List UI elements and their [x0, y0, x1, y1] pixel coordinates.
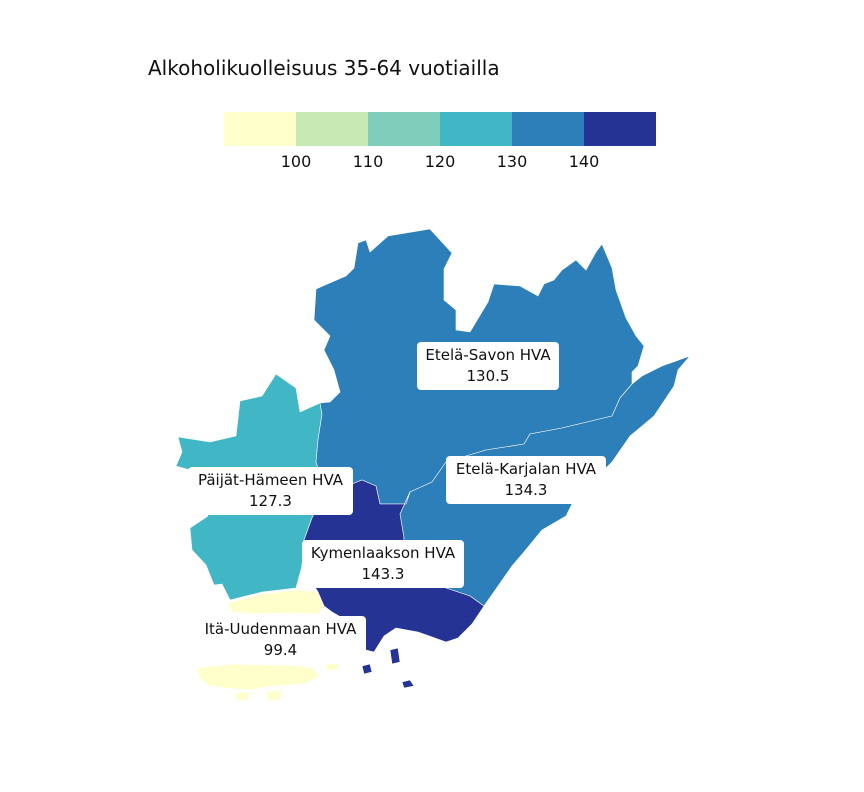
legend-tick: 100: [280, 152, 312, 171]
legend-tick: 140: [568, 152, 600, 171]
region-label-kymenlaakson: Kymenlaakson HVA 143.3: [302, 540, 464, 588]
region-value: 99.4: [263, 641, 298, 659]
legend-swatch-5: [512, 112, 584, 146]
map-title: Alkoholikuolleisuus 35-64 vuotiailla: [148, 56, 500, 80]
region-value: 143.3: [361, 565, 405, 583]
region-name: Itä-Uudenmaan HVA: [204, 620, 357, 638]
region-value: 130.5: [466, 367, 510, 385]
legend-swatch-6: [584, 112, 656, 146]
legend-swatch-2: [296, 112, 368, 146]
region-name: Päijät-Hämeen HVA: [197, 471, 344, 489]
region-name: Etelä-Karjalan HVA: [455, 460, 597, 478]
legend-swatch-3: [368, 112, 440, 146]
region-label-ita-uudenmaan: Itä-Uudenmaan HVA 99.4: [195, 616, 366, 664]
legend-tick: 120: [424, 152, 456, 171]
legend-tick: 110: [352, 152, 384, 171]
region-label-etela-savon: Etelä-Savon HVA 130.5: [417, 342, 559, 390]
region-ita-uudenmaan[interactable]: [196, 589, 339, 701]
region-value: 127.3: [249, 492, 292, 510]
region-label-etela-karjalan: Etelä-Karjalan HVA 134.3: [446, 456, 606, 504]
color-legend: [224, 112, 656, 146]
region-label-paijat-hameen: Päijät-Hämeen HVA 127.3: [188, 467, 353, 515]
legend-swatch-4: [440, 112, 512, 146]
legend-ticks: 100 110 120 130 140: [224, 152, 656, 172]
legend-tick: 130: [496, 152, 528, 171]
region-name: Kymenlaakson HVA: [310, 544, 456, 562]
region-value: 134.3: [504, 481, 548, 499]
region-name: Etelä-Savon HVA: [425, 346, 551, 364]
legend-swatch-1: [224, 112, 296, 146]
